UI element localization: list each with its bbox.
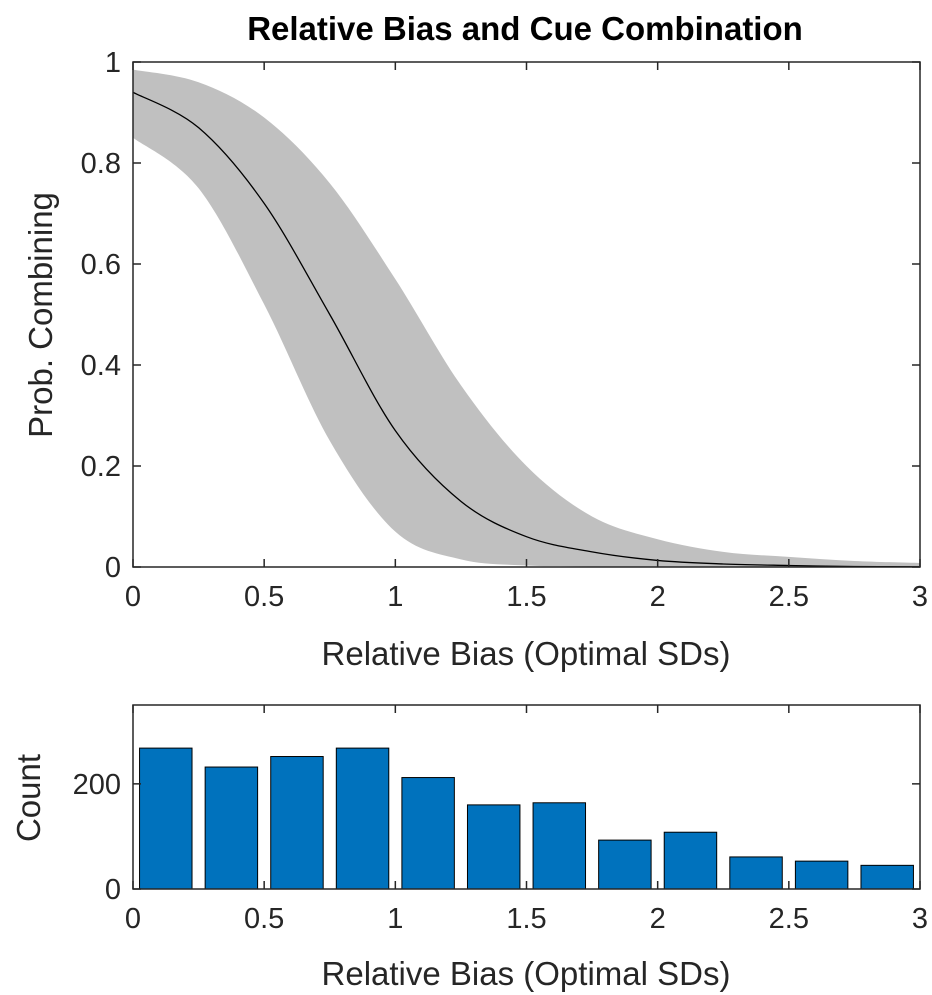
histogram-bar [139, 747, 193, 890]
top-plot-area: 0 0.5 1 1.5 2 2.5 3 0 0.2 0.4 0.6 0.8 1 [81, 47, 928, 613]
histogram-bar [794, 860, 849, 890]
histogram-bar [204, 766, 259, 890]
histogram-bar [860, 864, 914, 890]
histogram-bar [466, 804, 521, 890]
bottom-x-tick-label: 2 [650, 903, 666, 935]
bottom-y-tick-label: 200 [73, 769, 121, 801]
histogram-bar [532, 802, 587, 890]
bottom-y-axis-label: Count [10, 754, 47, 842]
top-y-tick-label: 0 [105, 552, 121, 584]
bottom-x-tick-label: 3 [912, 903, 928, 935]
top-y-tick-label: 1 [105, 47, 121, 79]
top-x-tick-label: 1 [387, 581, 403, 613]
histogram-bar [270, 756, 324, 890]
bottom-x-tick-label: 0.5 [244, 903, 284, 935]
bottom-plot-area: 0 0.5 1 1.5 2 2.5 3 0 200 [73, 704, 928, 935]
chart-title: Relative Bias and Cue Combination [247, 10, 803, 47]
histogram-bar [729, 856, 783, 890]
bottom-x-tick-label: 1 [387, 903, 403, 935]
bottom-x-tick-label: 2.5 [769, 903, 809, 935]
confidence-band [133, 69, 920, 568]
top-y-tick-label: 0.8 [81, 148, 121, 180]
bottom-x-ticks: 0 0.5 1 1.5 2 2.5 3 [125, 705, 928, 935]
top-x-tick-label: 3 [912, 581, 928, 613]
top-y-ticks: 0 0.2 0.4 0.6 0.8 1 [81, 47, 920, 584]
bottom-x-axis-label: Relative Bias (Optimal SDs) [322, 955, 731, 992]
histogram-bar [335, 747, 390, 890]
histogram-bar [663, 831, 718, 890]
mean-curve [132, 91, 921, 568]
top-x-ticks: 0 0.5 1 1.5 2 2.5 3 [125, 62, 928, 613]
top-y-tick-label: 0.6 [81, 249, 121, 281]
top-x-tick-label: 0.5 [244, 581, 284, 613]
bottom-x-tick-label: 1.5 [506, 903, 546, 935]
bottom-x-tick-label: 0 [125, 903, 141, 935]
top-y-tick-label: 0.2 [81, 451, 121, 483]
top-y-tick-label: 0.4 [81, 350, 121, 382]
histogram-bars [139, 747, 914, 890]
histogram-bar [401, 777, 455, 890]
top-x-tick-label: 0 [125, 581, 141, 613]
top-x-tick-label: 1.5 [506, 581, 546, 613]
top-x-tick-label: 2 [650, 581, 666, 613]
bottom-y-tick-label: 0 [105, 874, 121, 906]
bottom-y-ticks: 0 200 [73, 769, 920, 906]
top-y-axis-label: Prob. Combining [22, 192, 59, 438]
top-x-axis-label: Relative Bias (Optimal SDs) [322, 635, 731, 672]
histogram-bar [598, 839, 652, 890]
top-x-tick-label: 2.5 [769, 581, 809, 613]
